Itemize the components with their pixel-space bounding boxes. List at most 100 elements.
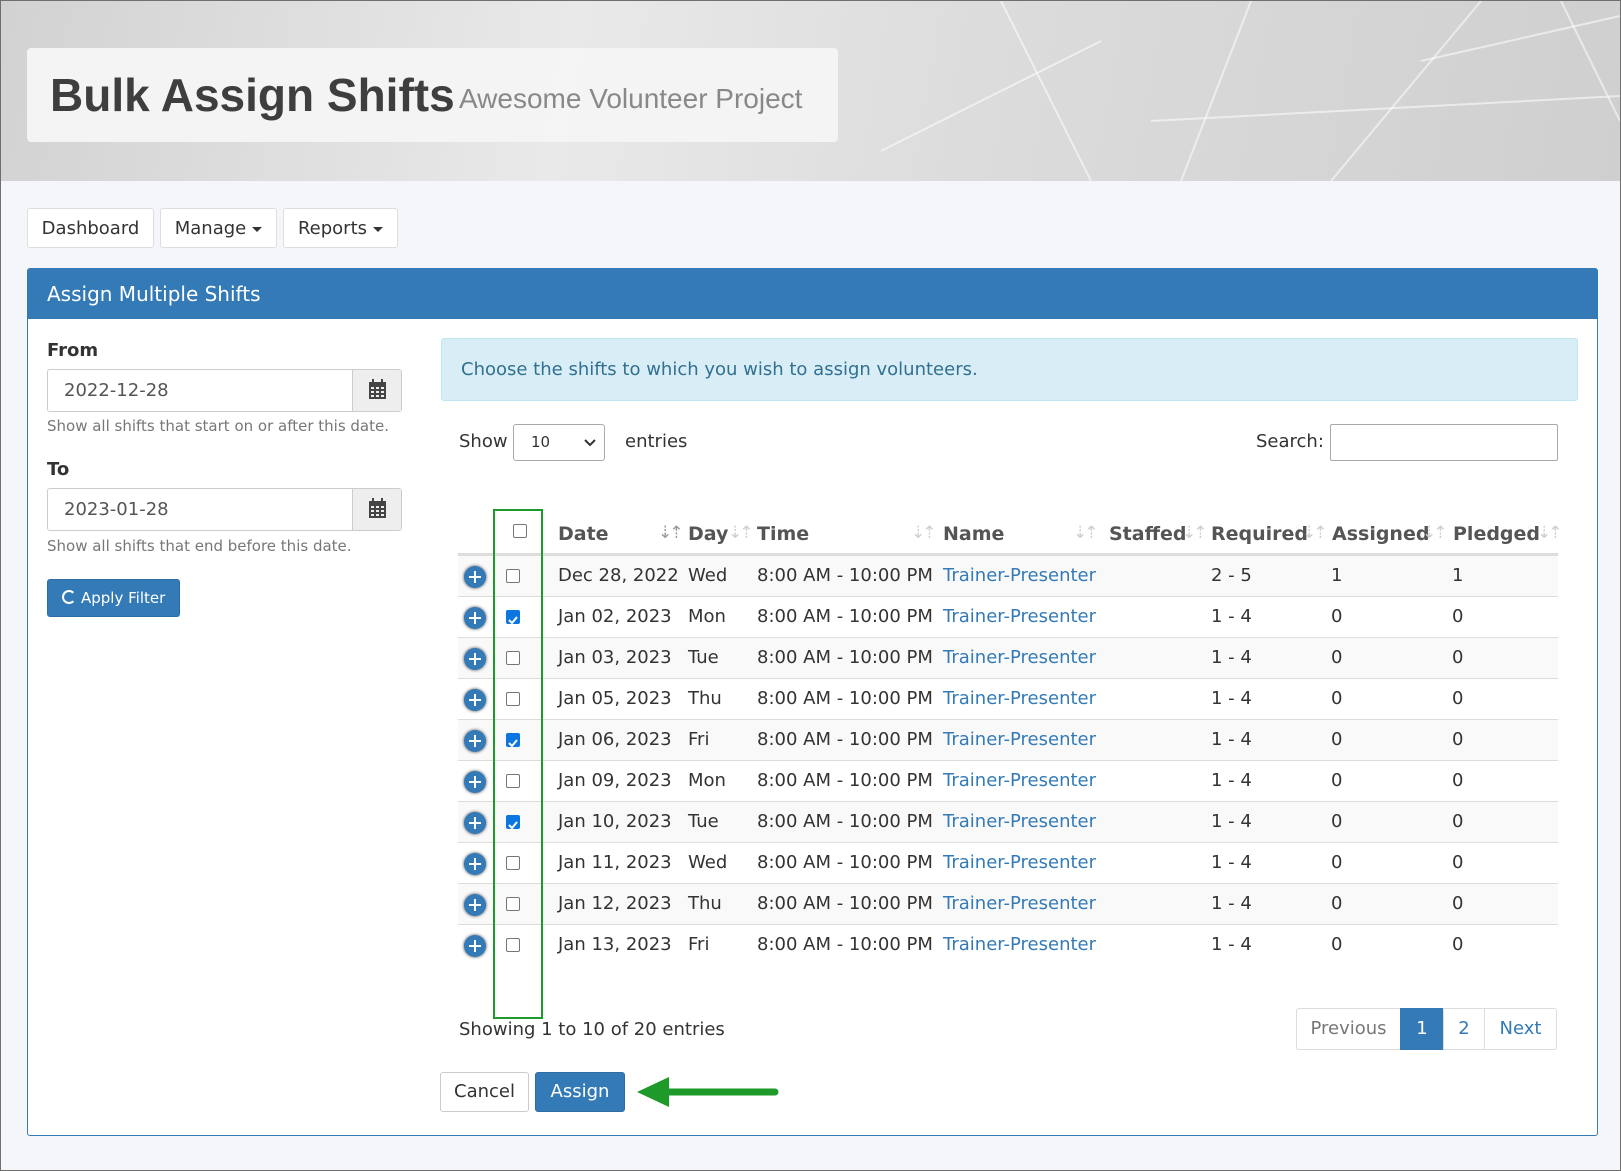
nav-reports-label: Reports	[297, 218, 368, 239]
column-header-staffed[interactable]: Staffed	[1109, 523, 1187, 545]
to-date-input[interactable]	[48, 489, 353, 530]
cell-date: Jan 10, 2023	[558, 811, 672, 832]
expand-row-icon[interactable]	[464, 935, 486, 957]
nav-reports-dropdown[interactable]: Reports	[283, 208, 398, 248]
expand-row-icon[interactable]	[464, 648, 486, 670]
search-input[interactable]	[1330, 424, 1558, 461]
cell-day: Wed	[688, 852, 728, 873]
arrow-left-icon	[637, 1077, 779, 1107]
expand-row-icon[interactable]	[464, 771, 486, 793]
from-help-text: Show all shifts that start on or after t…	[47, 417, 389, 435]
cell-time: 8:00 AM - 10:00 PM	[757, 729, 933, 750]
cell-assigned: 0	[1331, 647, 1343, 668]
cell-name-link[interactable]: Trainer-Presenter	[943, 811, 1097, 832]
cell-pledged: 0	[1452, 852, 1464, 873]
cell-name-link[interactable]: Trainer-Presenter	[943, 934, 1097, 955]
cell-date: Dec 28, 2022	[558, 565, 679, 586]
cell-name-link[interactable]: Trainer-Presenter	[943, 770, 1097, 791]
row-checkbox[interactable]	[506, 938, 520, 952]
table-row: Jan 05, 2023 Thu 8:00 AM - 10:00 PM Trai…	[458, 678, 1558, 719]
from-date-input[interactable]	[48, 370, 353, 411]
expand-row-icon[interactable]	[464, 812, 486, 834]
row-checkbox[interactable]	[506, 692, 520, 706]
expand-row-icon[interactable]	[464, 730, 486, 752]
cell-name-link[interactable]: Trainer-Presenter	[943, 647, 1097, 668]
nav-manage-label: Manage	[174, 218, 247, 239]
nav-manage-dropdown[interactable]: Manage	[160, 208, 277, 248]
cell-pledged: 0	[1452, 688, 1464, 709]
cell-pledged: 0	[1452, 606, 1464, 627]
caret-down-icon	[252, 226, 263, 232]
select-all-checkbox[interactable]	[513, 524, 527, 538]
checkmark-icon	[508, 739, 518, 748]
cell-date: Jan 11, 2023	[558, 852, 672, 873]
cell-required: 1 - 4	[1211, 852, 1252, 873]
column-header-date[interactable]: Date	[558, 523, 609, 545]
cell-assigned: 0	[1331, 852, 1343, 873]
cell-time: 8:00 AM - 10:00 PM	[757, 770, 933, 791]
cell-date: Jan 02, 2023	[558, 606, 672, 627]
cell-required: 1 - 4	[1211, 934, 1252, 955]
checkmark-icon	[508, 616, 518, 625]
pagination-previous[interactable]: Previous	[1296, 1008, 1401, 1050]
column-header-assigned[interactable]: Assigned	[1332, 523, 1430, 545]
table-row: Jan 13, 2023 Fri 8:00 AM - 10:00 PM Trai…	[458, 924, 1558, 965]
column-header-pledged[interactable]: Pledged	[1453, 523, 1541, 545]
table-row: Jan 09, 2023 Mon 8:00 AM - 10:00 PM Trai…	[458, 760, 1558, 801]
cell-assigned: 0	[1331, 688, 1343, 709]
banner-decoration	[880, 1, 1620, 181]
to-calendar-button[interactable]	[352, 489, 401, 530]
from-calendar-button[interactable]	[352, 370, 401, 411]
pagination-page-2[interactable]: 2	[1443, 1008, 1485, 1050]
pagination-next[interactable]: Next	[1484, 1008, 1557, 1050]
expand-row-icon[interactable]	[464, 566, 486, 588]
cell-time: 8:00 AM - 10:00 PM	[757, 688, 933, 709]
page-size-value: 10	[531, 433, 551, 451]
cell-assigned: 0	[1331, 934, 1343, 955]
from-date-group	[47, 369, 402, 412]
page-title: Bulk Assign Shifts	[50, 69, 455, 121]
row-checkbox[interactable]	[506, 815, 520, 830]
cancel-button[interactable]: Cancel	[440, 1072, 529, 1112]
row-checkbox[interactable]	[506, 856, 520, 870]
cell-day: Mon	[688, 770, 726, 791]
table-row: Jan 12, 2023 Thu 8:00 AM - 10:00 PM Trai…	[458, 883, 1558, 924]
cell-pledged: 0	[1452, 893, 1464, 914]
column-header-name[interactable]: Name	[943, 523, 1005, 545]
to-help-text: Show all shifts that end before this dat…	[47, 537, 352, 555]
expand-row-icon[interactable]	[464, 689, 486, 711]
cell-name-link[interactable]: Trainer-Presenter	[943, 606, 1097, 627]
row-checkbox[interactable]	[506, 651, 520, 665]
cell-required: 1 - 4	[1211, 647, 1252, 668]
row-checkbox[interactable]	[506, 733, 520, 748]
nav-dashboard-button[interactable]: Dashboard	[27, 208, 154, 248]
cell-name-link[interactable]: Trainer-Presenter	[943, 852, 1097, 873]
cell-time: 8:00 AM - 10:00 PM	[757, 565, 933, 586]
pagination-page-1[interactable]: 1	[1400, 1008, 1444, 1050]
table-row: Jan 10, 2023 Tue 8:00 AM - 10:00 PM Trai…	[458, 801, 1558, 842]
calendar-icon	[369, 379, 386, 399]
apply-filter-button[interactable]: Apply Filter	[47, 579, 180, 617]
to-date-group	[47, 488, 402, 531]
cell-name-link[interactable]: Trainer-Presenter	[943, 688, 1097, 709]
row-checkbox[interactable]	[506, 610, 520, 625]
expand-row-icon[interactable]	[464, 894, 486, 916]
cell-name-link[interactable]: Trainer-Presenter	[943, 729, 1097, 750]
column-header-time[interactable]: Time	[757, 523, 810, 545]
page-size-select[interactable]: 10	[513, 424, 605, 461]
cell-name-link[interactable]: Trainer-Presenter	[943, 893, 1097, 914]
cell-name-link[interactable]: Trainer-Presenter	[943, 565, 1097, 586]
caret-down-icon	[373, 226, 384, 232]
header-divider	[458, 553, 1558, 555]
expand-row-icon[interactable]	[464, 853, 486, 875]
row-checkbox[interactable]	[506, 897, 520, 911]
cell-assigned: 1	[1331, 565, 1343, 586]
expand-row-icon[interactable]	[464, 607, 486, 629]
column-header-required[interactable]: Required	[1211, 523, 1309, 545]
sort-icon: ⇣⇡	[1182, 523, 1207, 543]
column-header-day[interactable]: Day	[688, 523, 729, 545]
table-row: Jan 11, 2023 Wed 8:00 AM - 10:00 PM Trai…	[458, 842, 1558, 883]
row-checkbox[interactable]	[506, 774, 520, 788]
assign-button[interactable]: Assign	[535, 1072, 625, 1112]
row-checkbox[interactable]	[506, 569, 520, 583]
